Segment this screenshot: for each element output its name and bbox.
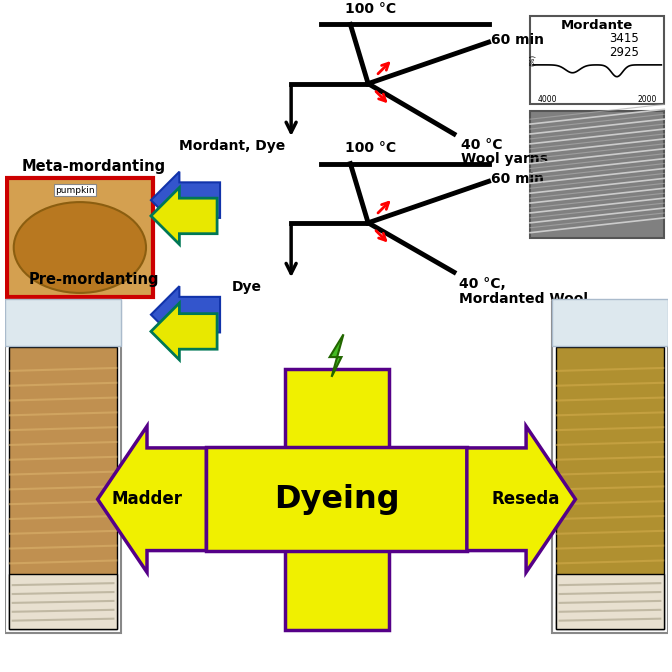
Polygon shape: [467, 426, 575, 573]
FancyBboxPatch shape: [9, 347, 118, 628]
Polygon shape: [151, 171, 220, 228]
Text: Reseda: Reseda: [492, 491, 560, 508]
Polygon shape: [151, 286, 220, 343]
Text: Meta-mordanting: Meta-mordanting: [22, 159, 166, 174]
Text: Mordante: Mordante: [561, 19, 633, 32]
Text: pumpkin: pumpkin: [55, 185, 95, 195]
Text: 2000: 2000: [637, 95, 657, 104]
FancyBboxPatch shape: [5, 299, 122, 346]
FancyBboxPatch shape: [556, 575, 665, 628]
FancyBboxPatch shape: [530, 112, 665, 238]
Polygon shape: [151, 187, 217, 245]
FancyBboxPatch shape: [7, 178, 153, 297]
Text: 2925: 2925: [609, 46, 639, 58]
FancyBboxPatch shape: [530, 15, 665, 104]
Ellipse shape: [13, 202, 146, 293]
Text: Madder: Madder: [112, 491, 183, 508]
Text: (%): (%): [529, 54, 536, 66]
Polygon shape: [151, 303, 217, 360]
Text: Mordant, Dye: Mordant, Dye: [179, 139, 285, 153]
Text: Dye: Dye: [232, 280, 261, 294]
FancyBboxPatch shape: [285, 369, 389, 630]
FancyBboxPatch shape: [9, 575, 118, 628]
Text: 60 min: 60 min: [491, 173, 544, 186]
FancyBboxPatch shape: [552, 299, 668, 346]
Text: 100 °C: 100 °C: [345, 1, 396, 15]
Text: 3415: 3415: [609, 32, 639, 45]
Text: 40 °C,: 40 °C,: [459, 277, 506, 291]
Text: Pre-mordanting: Pre-mordanting: [28, 271, 159, 286]
Polygon shape: [97, 426, 206, 573]
Text: 100 °C: 100 °C: [345, 140, 396, 155]
Text: 60 min: 60 min: [491, 33, 544, 47]
Text: Mordanted Wool: Mordanted Wool: [459, 292, 588, 306]
Polygon shape: [330, 335, 343, 377]
Text: Wool yarns: Wool yarns: [461, 152, 548, 166]
Text: Dyeing: Dyeing: [274, 484, 399, 515]
FancyBboxPatch shape: [206, 447, 467, 550]
Text: 4000: 4000: [538, 95, 558, 104]
FancyBboxPatch shape: [556, 347, 665, 628]
Text: 40 °C: 40 °C: [461, 138, 503, 152]
